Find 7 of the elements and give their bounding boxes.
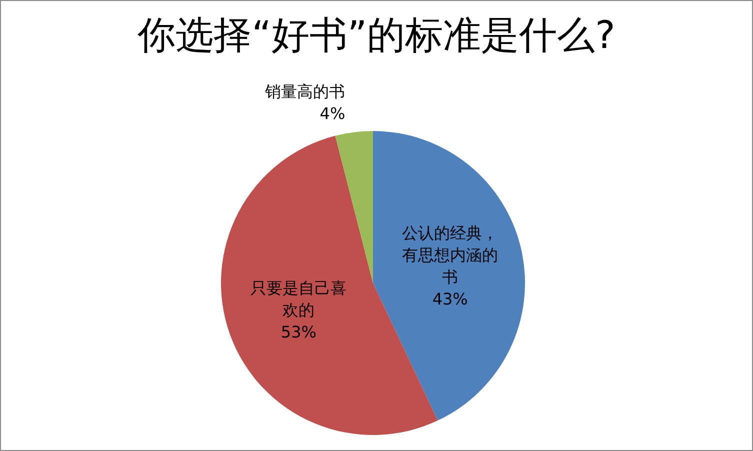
data-label: 43% — [432, 289, 468, 308]
chart-title: 你选择“好书”的标准是什么? — [136, 13, 616, 57]
slice-label: 销量高的书 — [264, 82, 346, 101]
slice-label: 只要是自己喜欢的 — [250, 278, 347, 320]
data-label: 4% — [320, 104, 346, 123]
slice-label: 公认的经典，有思想内涵的书 — [402, 223, 498, 286]
data-label: 53% — [280, 322, 316, 342]
